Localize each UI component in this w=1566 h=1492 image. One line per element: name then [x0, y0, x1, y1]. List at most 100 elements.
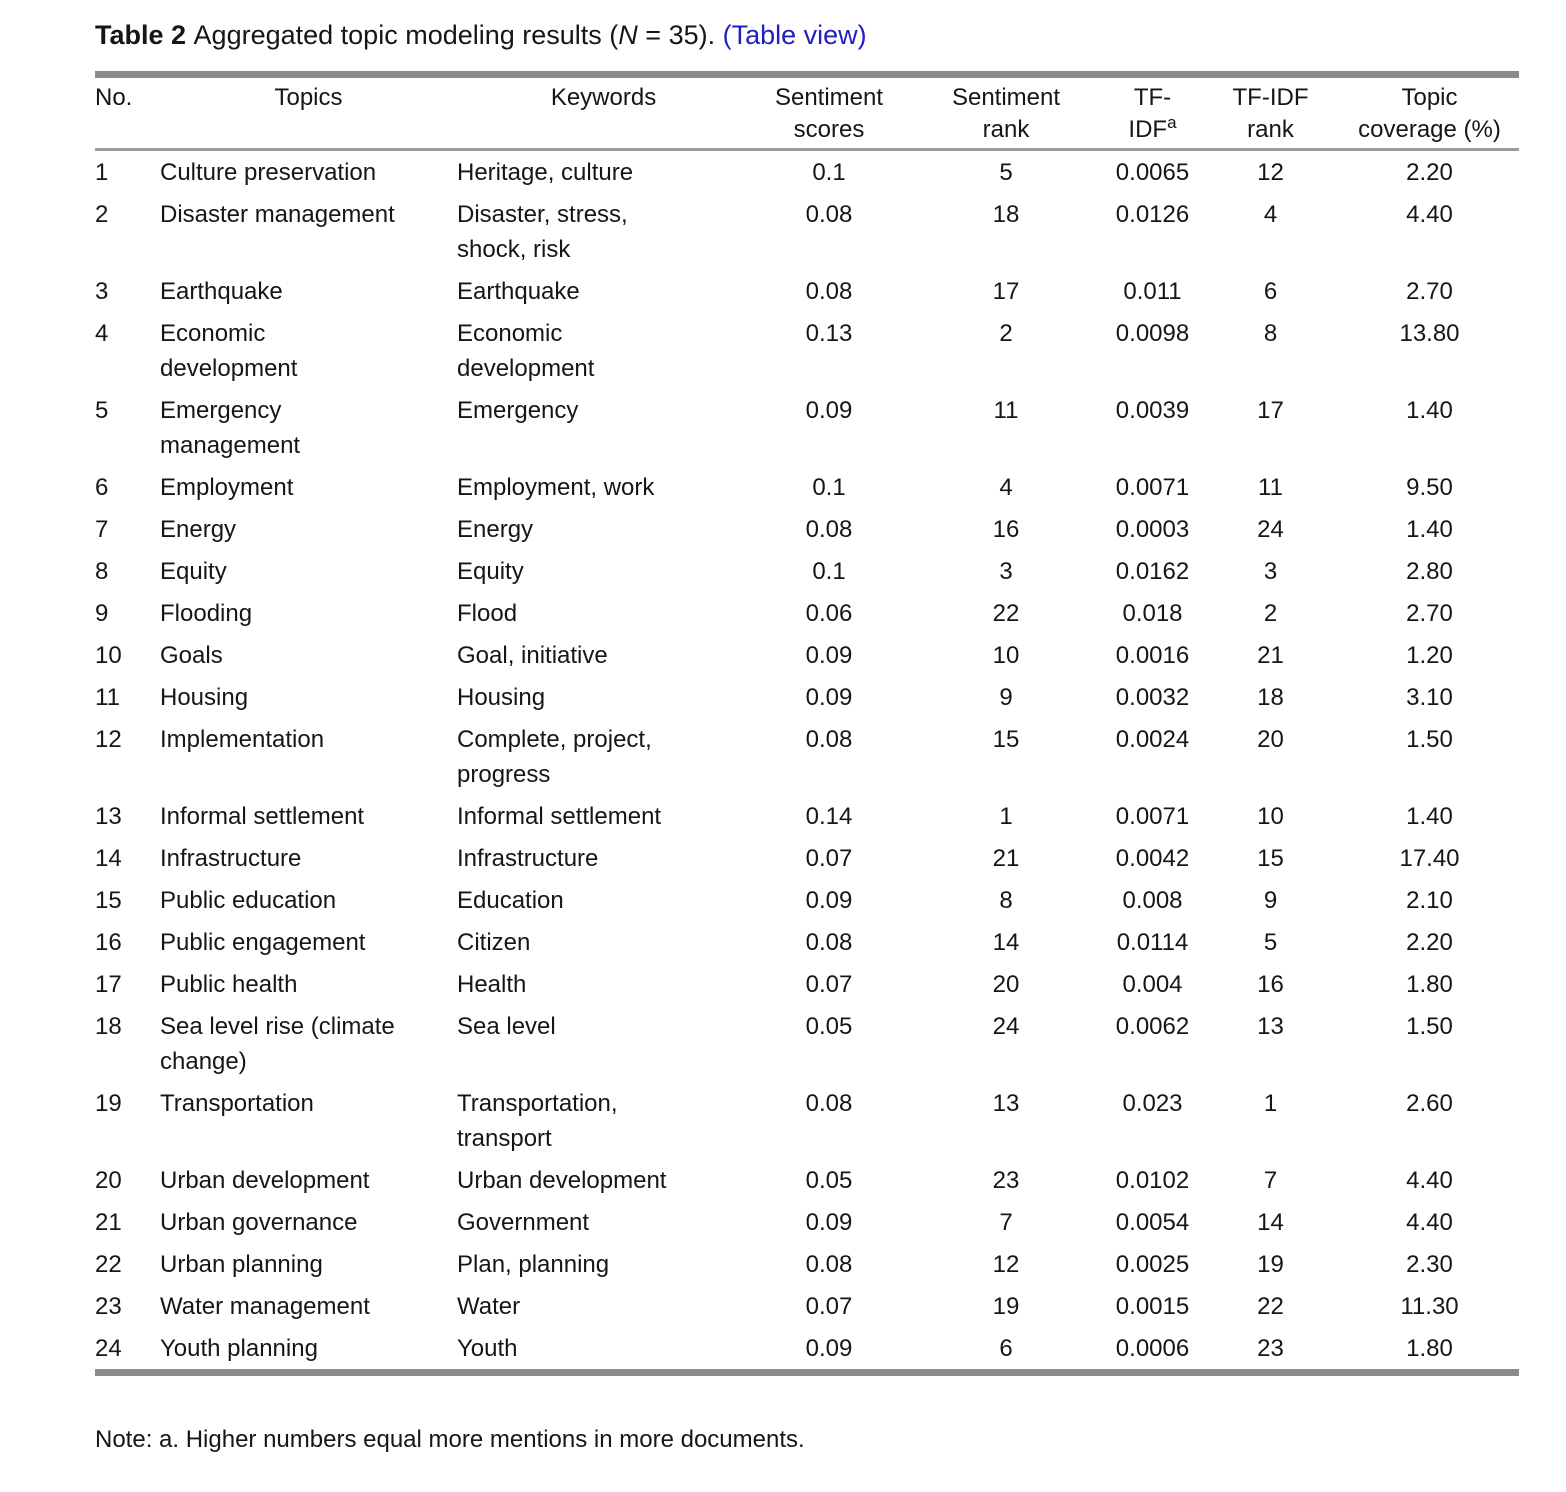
table-row: 23 Water management Water 0.07 19 0.0015…	[95, 1285, 1519, 1327]
cell-no: 21	[95, 1209, 122, 1236]
cell-tfidf-rank: 16	[1257, 971, 1284, 998]
cell-tfidf-rank: 3	[1263, 558, 1278, 585]
cell-sentiment-rank: 2	[999, 320, 1013, 347]
cell-tfidf-rank: 10	[1257, 803, 1284, 830]
cell-topic-coverage: 4.40	[1406, 1167, 1453, 1194]
cell-no: 24	[95, 1335, 122, 1362]
table-row: 15 Public education Education 0.09 8 0.0…	[95, 879, 1519, 921]
cell-tfidf: 0.023	[1122, 1090, 1183, 1117]
cell-tfidf: 0.0098	[1115, 320, 1190, 347]
cell-keywords: Transportation, transport	[457, 1090, 618, 1152]
cell-tfidf: 0.0025	[1115, 1251, 1190, 1278]
cell-tfidf: 0.0071	[1115, 474, 1190, 501]
cell-sentiment-score: 0.06	[805, 600, 853, 627]
table-row: 16 Public engagement Citizen 0.08 14 0.0…	[95, 921, 1519, 963]
cell-topic: Goals	[160, 642, 223, 669]
table-row: 4 Economic development Economic developm…	[95, 312, 1519, 389]
cell-topic: Economic development	[160, 320, 298, 382]
cell-topic: Public health	[160, 971, 298, 998]
cell-keywords: Complete, project, progress	[457, 726, 652, 788]
table-row: 22 Urban planning Plan, planning 0.08 12…	[95, 1243, 1519, 1285]
cell-no: 11	[95, 684, 120, 711]
cell-sentiment-score: 0.09	[805, 887, 853, 914]
cell-sentiment-score: 0.08	[805, 1251, 853, 1278]
cell-keywords: Infrastructure	[457, 845, 599, 872]
cell-keywords: Employment, work	[457, 474, 655, 501]
cell-topic-coverage: 1.50	[1406, 726, 1453, 753]
cell-sentiment-score: 0.1	[812, 159, 846, 186]
header-row: No. Topics Keywords Sentiment scores Sent…	[95, 74, 1519, 151]
cell-no: 13	[95, 803, 122, 830]
cell-keywords: Plan, planning	[457, 1251, 610, 1278]
cell-sentiment-rank: 14	[992, 929, 1020, 956]
cell-sentiment-score: 0.08	[805, 929, 853, 956]
cell-sentiment-score: 0.1	[812, 474, 846, 501]
cell-no: 4	[95, 320, 109, 347]
cell-tfidf: 0.0006	[1115, 1335, 1190, 1362]
cell-sentiment-rank: 18	[992, 201, 1020, 228]
cell-keywords: Earthquake	[457, 278, 580, 305]
cell-tfidf: 0.0039	[1115, 397, 1190, 424]
cell-tfidf-rank: 20	[1257, 726, 1284, 753]
cell-tfidf-rank: 23	[1257, 1335, 1284, 1362]
table-row: 5 Emergency management Emergency 0.09 11…	[95, 389, 1519, 466]
cell-tfidf: 0.0062	[1115, 1013, 1190, 1040]
cell-sentiment-rank: 15	[992, 726, 1020, 753]
table-container: Table 2 Aggregated topic modeling result…	[95, 0, 1519, 1455]
table-header: No. Topics Keywords Sentiment scores Sent…	[95, 74, 1519, 151]
cell-tfidf: 0.0126	[1115, 201, 1190, 228]
cell-topic: Informal settlement	[160, 803, 365, 830]
cell-keywords: Government	[457, 1209, 590, 1236]
cell-sentiment-rank: 12	[992, 1251, 1020, 1278]
cell-no: 18	[95, 1013, 122, 1040]
cell-keywords: Heritage, culture	[457, 159, 634, 186]
cell-topic-coverage: 4.40	[1406, 1209, 1453, 1236]
cell-topic: Public engagement	[160, 929, 366, 956]
cell-topic: Employment	[160, 474, 294, 501]
cell-tfidf-rank: 21	[1257, 642, 1284, 669]
cell-tfidf-rank: 15	[1257, 845, 1284, 872]
cell-tfidf: 0.0065	[1115, 159, 1190, 186]
col-header-sentiment-scores: Sentiment scores	[750, 74, 908, 151]
cell-keywords: Goal, initiative	[457, 642, 608, 669]
cell-topic: Transportation	[160, 1090, 314, 1117]
cell-sentiment-rank: 5	[999, 159, 1013, 186]
table-number: Table 2	[95, 20, 194, 50]
col-header-sentiment-rank: Sentiment rank	[908, 74, 1104, 151]
cell-sentiment-rank: 20	[992, 971, 1020, 998]
cell-sentiment-rank: 24	[992, 1013, 1020, 1040]
cell-keywords: Flood	[457, 600, 518, 627]
cell-tfidf: 0.0162	[1115, 558, 1190, 585]
cell-sentiment-rank: 6	[999, 1335, 1013, 1362]
cell-keywords: Emergency	[457, 397, 579, 424]
cell-topic: Sea level rise (climate change)	[160, 1013, 395, 1075]
cell-tfidf: 0.0054	[1115, 1209, 1190, 1236]
cell-sentiment-score: 0.09	[805, 1209, 853, 1236]
cell-no: 8	[95, 558, 109, 585]
cell-no: 20	[95, 1167, 122, 1194]
cell-sentiment-score: 0.13	[805, 320, 853, 347]
table-caption: Table 2 Aggregated topic modeling result…	[95, 0, 1519, 52]
cell-tfidf-rank: 13	[1257, 1013, 1284, 1040]
cell-sentiment-rank: 19	[992, 1293, 1020, 1320]
table-row: 18 Sea level rise (climate change) Sea l…	[95, 1005, 1519, 1082]
results-table: No. Topics Keywords Sentiment scores Sent…	[95, 71, 1519, 1376]
cell-keywords: Youth	[457, 1335, 518, 1362]
cell-sentiment-score: 0.09	[805, 684, 853, 711]
cell-tfidf-rank: 9	[1263, 887, 1278, 914]
cell-topic: Culture preservation	[160, 159, 377, 186]
table-row: 21 Urban governance Government 0.09 7 0.…	[95, 1201, 1519, 1243]
cell-sentiment-rank: 17	[992, 278, 1020, 305]
cell-sentiment-score: 0.07	[805, 845, 853, 872]
cell-topic: Disaster management	[160, 201, 395, 228]
col-header-tfidf-rank: TF-IDF rank	[1201, 74, 1340, 151]
col-header-keywords: Keywords	[457, 74, 750, 151]
cell-sentiment-score: 0.09	[805, 642, 853, 669]
cell-no: 7	[95, 516, 109, 543]
table-view-link[interactable]: (Table view)	[722, 20, 867, 50]
table-row: 7 Energy Energy 0.08 16 0.0003 24 1.40	[95, 508, 1519, 550]
cell-sentiment-rank: 23	[992, 1167, 1020, 1194]
cell-no: 5	[95, 397, 109, 424]
cell-sentiment-score: 0.08	[805, 726, 853, 753]
cell-no: 14	[95, 845, 122, 872]
